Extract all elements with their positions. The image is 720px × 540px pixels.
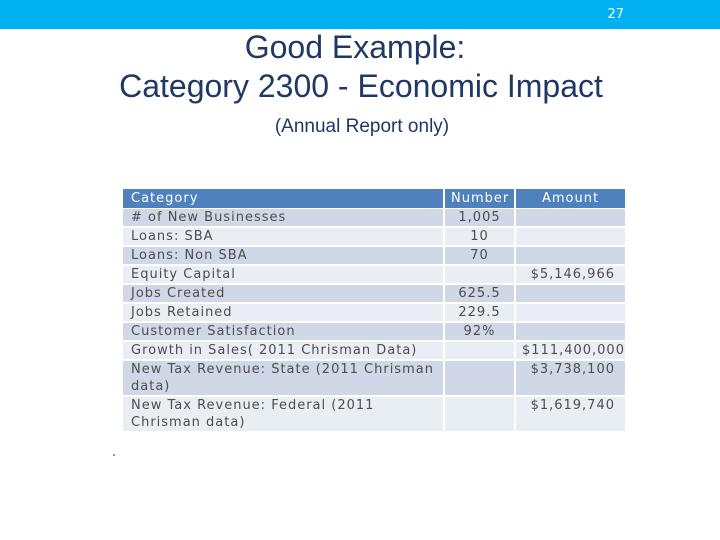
title-line-1: Good Example: <box>244 29 466 65</box>
slide-subtitle: (Annual Report only) <box>274 116 450 137</box>
cell-amount <box>514 283 625 304</box>
title-line-2: Category 2300 - Economic Impact <box>119 68 603 104</box>
cell-amount <box>514 245 625 266</box>
cell-category: Jobs Retained <box>123 302 444 323</box>
cell-number <box>443 359 515 397</box>
cell-amount <box>514 302 625 323</box>
cell-amount: $111,400,000 <box>514 340 625 361</box>
cell-amount <box>514 321 625 342</box>
economic-impact-table-wrapper: Category Number Amount # of New Business… <box>123 189 625 433</box>
cell-category: Equity Capital <box>123 264 444 285</box>
table-row: New Tax Revenue: Federal (2011 Chrisman … <box>123 395 625 433</box>
cell-category: Loans: Non SBA <box>123 245 444 266</box>
cell-number: 229.5 <box>443 302 515 323</box>
cell-number: 1,005 <box>443 208 515 228</box>
cell-category: New Tax Revenue: State (2011 Chrisman da… <box>123 359 444 397</box>
cell-number: 625.5 <box>443 283 515 304</box>
cell-number: 10 <box>443 226 515 247</box>
cell-category: Customer Satisfaction <box>123 321 444 342</box>
cell-number <box>443 264 515 285</box>
cell-category: Jobs Created <box>123 283 444 304</box>
cell-amount: $3,738,100 <box>514 359 625 397</box>
table-row: New Tax Revenue: State (2011 Chrisman da… <box>123 359 625 397</box>
stray-dot <box>113 454 115 456</box>
economic-impact-table: Category Number Amount # of New Business… <box>123 189 625 433</box>
table-row: Jobs Created 625.5 <box>123 283 625 304</box>
table-row: Growth in Sales( 2011 Chrisman Data) $11… <box>123 340 625 361</box>
cell-category: Loans: SBA <box>123 226 444 247</box>
table-row: # of New Businesses 1,005 <box>123 208 625 228</box>
cell-number: 70 <box>443 245 515 266</box>
top-accent-bar: 27 <box>0 0 720 29</box>
cell-amount <box>514 226 625 247</box>
header-number: Number <box>443 189 515 209</box>
slide-number: 27 <box>607 7 624 22</box>
table-row: Jobs Retained 229.5 <box>123 302 625 323</box>
cell-amount <box>514 208 625 228</box>
table-row: Loans: Non SBA 70 <box>123 245 625 266</box>
cell-number <box>443 340 515 361</box>
slide-title: Good Example: Category 2300 - Economic I… <box>0 28 720 106</box>
cell-category: New Tax Revenue: Federal (2011 Chrisman … <box>123 395 444 433</box>
cell-category: # of New Businesses <box>123 208 444 228</box>
table-row: Loans: SBA 10 <box>123 226 625 247</box>
header-category: Category <box>123 189 444 209</box>
cell-number <box>443 395 515 433</box>
cell-number: 92% <box>443 321 515 342</box>
table-header-row: Category Number Amount <box>123 189 625 209</box>
table-row: Equity Capital $5,146,966 <box>123 264 625 285</box>
table-row: Customer Satisfaction 92% <box>123 321 625 342</box>
header-amount: Amount <box>514 189 625 209</box>
cell-category: Growth in Sales( 2011 Chrisman Data) <box>123 340 444 361</box>
cell-amount: $5,146,966 <box>514 264 625 285</box>
cell-amount: $1,619,740 <box>514 395 625 433</box>
